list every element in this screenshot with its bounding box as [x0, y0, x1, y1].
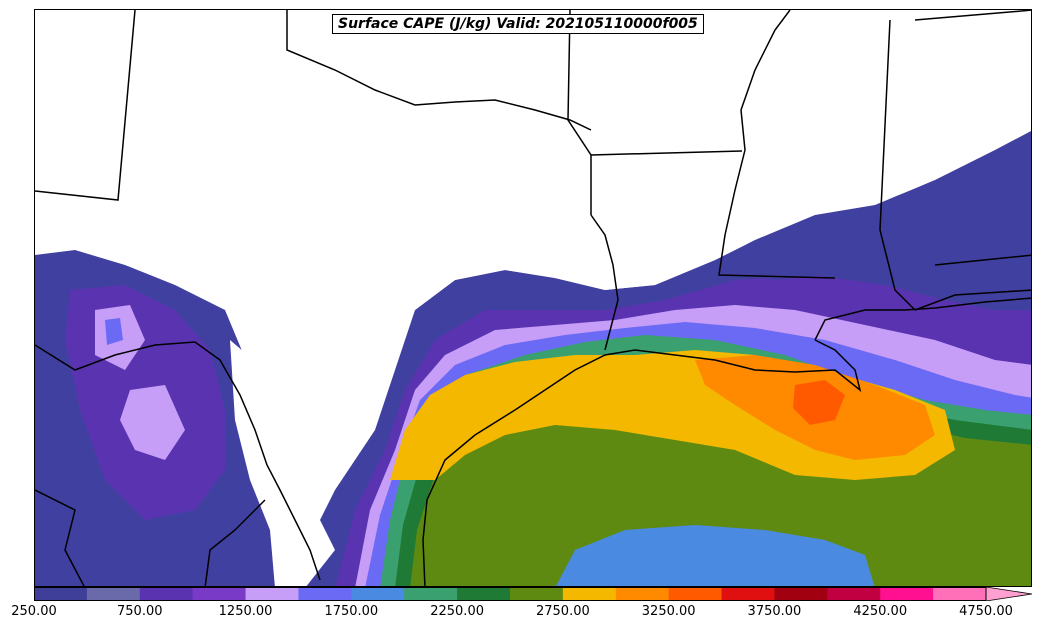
state-border-ga: [914, 10, 1031, 266]
colorbar-bin: [245, 587, 299, 601]
colorbar-bin: [298, 587, 352, 601]
colorbar-bin: [86, 587, 141, 601]
cape-map: [35, 10, 1031, 586]
cape-region-gulf-seablue: [556, 525, 875, 586]
colorbar-tick-label: 4750.00: [959, 604, 1013, 619]
state-border-ok-tx: [286, 10, 592, 131]
cape-region-gulf-redorange: [793, 380, 845, 425]
state-border-ok-ar: [567, 10, 592, 215]
land-mexico-interior: [230, 340, 335, 586]
cape-region-west-light: [95, 305, 185, 460]
colorbar: [34, 587, 1033, 601]
coastline-texas: [422, 339, 862, 586]
colorbar-outline: [34, 587, 987, 601]
colorbar-bin: [192, 587, 247, 601]
colorbar-bin: [615, 587, 670, 601]
state-border-ms-al: [879, 19, 916, 311]
coastline-la-ms: [814, 297, 1031, 341]
colorbar-bin: [139, 587, 194, 601]
colorbar-bin: [933, 587, 987, 601]
colorbar-tick-label: 2750.00: [535, 604, 590, 619]
colorbar-tick-label: 4250.00: [853, 604, 908, 619]
colorbar-extend-arrow: [985, 587, 1033, 601]
boundaries: [35, 10, 1031, 586]
colorbar-bin: [827, 587, 881, 601]
cape-shading: [35, 130, 1031, 586]
colorbar-tick-label: 3750.00: [747, 604, 802, 619]
map-frame: [34, 9, 1032, 587]
land-areas: [35, 10, 1031, 586]
colorbar-tick-label: 1750.00: [324, 604, 379, 619]
colorbar-bin: [562, 587, 617, 601]
border-us-mexico: [35, 341, 321, 581]
colorbar-bin: [457, 587, 511, 601]
colorbar-tick-label: 750.00: [117, 604, 163, 619]
colorbar-tick-label: 1250.00: [218, 604, 273, 619]
colorbar-tick-label: 250.00: [11, 604, 57, 619]
land-north: [35, 10, 1031, 355]
state-border-ar-la: [590, 150, 743, 156]
state-border-al-fl: [914, 289, 1031, 311]
cape-region-west-blue: [105, 318, 123, 345]
state-border-tx-la: [590, 214, 619, 351]
colorbar-bin: [774, 587, 828, 601]
colorbar-bin: [404, 587, 458, 601]
colorbar-tick-label: 3250.00: [641, 604, 696, 619]
river-mississippi: [718, 10, 836, 279]
colorbar-bin: [351, 587, 405, 601]
coastline-mexico: [35, 489, 266, 586]
colorbar-bin: [510, 587, 564, 601]
colorbar-bin: [668, 587, 723, 601]
colorbar-bin: [721, 587, 775, 601]
colorbar-labels: 250.00 750.00 1250.00 1750.00 2250.00 2750.00…: [0, 604, 1042, 626]
colorbar-tick-label: 2250.00: [430, 604, 484, 619]
colorbar-bin: [880, 587, 934, 601]
colorbar-bin: [34, 587, 88, 601]
map-title: Surface CAPE (J/kg) Valid: 202105110000f…: [332, 14, 704, 34]
state-border-nm-tx: [35, 10, 136, 201]
